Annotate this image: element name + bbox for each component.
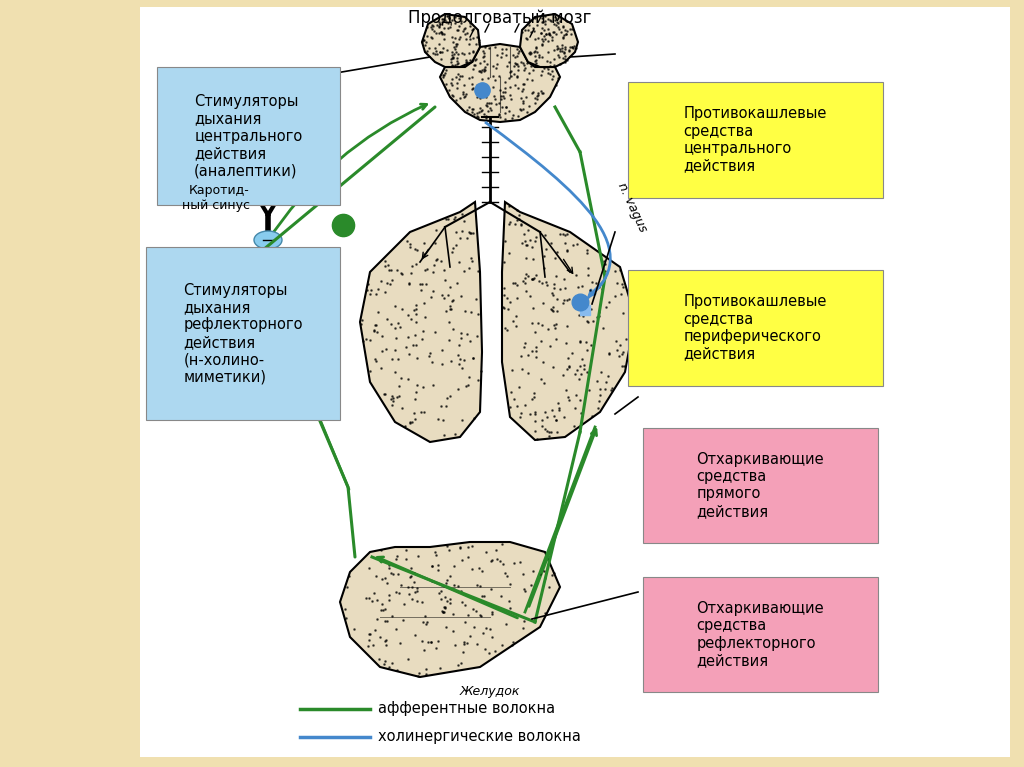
FancyBboxPatch shape: [146, 247, 340, 420]
FancyBboxPatch shape: [643, 427, 878, 543]
PathPatch shape: [422, 14, 480, 67]
PathPatch shape: [340, 542, 560, 677]
PathPatch shape: [360, 202, 482, 442]
Text: Желудок: Желудок: [460, 685, 520, 698]
Ellipse shape: [254, 231, 282, 249]
Text: Стимуляторы
дыхания
рефлекторного
действия
(н-холино-
миметики): Стимуляторы дыхания рефлекторного действ…: [183, 283, 303, 384]
Text: Противокашлевые
средства
центрального
действия: Противокашлевые средства центрального де…: [683, 107, 827, 173]
Text: n. vagus: n. vagus: [615, 180, 649, 234]
Text: Продолговатый мозг: Продолговатый мозг: [409, 9, 592, 27]
Text: Отхаркивающие
средства
рефлекторного
действия: Отхаркивающие средства рефлекторного дей…: [696, 601, 824, 668]
FancyBboxPatch shape: [140, 7, 1010, 757]
Text: Стимуляторы
дыхания
центрального
действия
(аналептики): Стимуляторы дыхания центрального действи…: [195, 94, 302, 179]
Text: афферентные волокна: афферентные волокна: [378, 702, 555, 716]
FancyBboxPatch shape: [643, 577, 878, 693]
FancyBboxPatch shape: [628, 82, 883, 198]
Text: холинергические волокна: холинергические волокна: [378, 729, 581, 745]
FancyBboxPatch shape: [157, 67, 340, 206]
PathPatch shape: [440, 44, 560, 122]
PathPatch shape: [520, 14, 578, 67]
Text: Отхаркивающие
средства
прямого
действия: Отхаркивающие средства прямого действия: [696, 452, 824, 518]
PathPatch shape: [502, 202, 635, 440]
Text: Каротид-
ный синус: Каротид- ный синус: [182, 184, 250, 212]
Text: Противокашлевые
средства
периферического
действия: Противокашлевые средства периферического…: [683, 295, 827, 361]
FancyBboxPatch shape: [628, 270, 883, 386]
